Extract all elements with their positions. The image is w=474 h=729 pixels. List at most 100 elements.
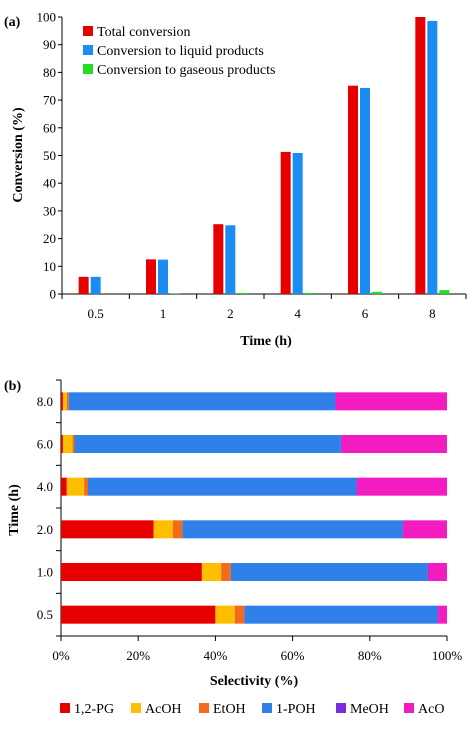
chart-b-legend-swatch (199, 703, 209, 713)
chart-a-bar (78, 276, 89, 294)
chart-a-y-tick-label: 30 (43, 203, 56, 218)
chart-b-legend-label: AcO (418, 702, 444, 717)
chart-b-x-tick-label: 40% (203, 648, 227, 663)
chart-a-legend-label: Total conversion (97, 25, 191, 40)
chart-b-bar-segment (438, 605, 447, 624)
chart-b-y-tick-label: 2.0 (37, 522, 53, 537)
chart-a-bar (427, 20, 438, 295)
chart-b-bar-segment (356, 477, 358, 496)
chart-b-bar-segment (403, 520, 447, 539)
chart-b-selectivity: (b) Time (h) Selectivity (%) 0% 20% 40% 60%… (4, 379, 462, 717)
chart-a-legend-swatch (83, 26, 93, 36)
chart-b-legend-swatch (404, 703, 414, 713)
chart-b-bar-segment (172, 520, 183, 539)
chart-b-legend-swatch (131, 703, 141, 713)
chart-a-x-tick-label: 0.5 (88, 306, 104, 321)
chart-b-bar-segment (66, 477, 85, 496)
chart-a-bar (415, 17, 426, 294)
chart-b-y-axis-title: Time (h) (7, 484, 22, 536)
chart-b-y-tick-label: 0.5 (37, 607, 53, 622)
chart-b-bar-segment (66, 392, 69, 411)
chart-a-conversion: (a) Conversion (%) Time (h) 0 10 20 30 40 50 6… (4, 10, 467, 349)
chart-b-bar-segment (61, 435, 63, 453)
chart-a-bar (225, 225, 236, 294)
chart-a-x-axis-title: Time (h) (240, 334, 292, 349)
chart-b-bar-segment (357, 477, 447, 496)
chart-a-x-tick-label: 1 (160, 306, 167, 321)
chart-b-bar-segment (61, 605, 216, 624)
chart-a-x-tick-label: 8 (429, 306, 436, 321)
chart-b-bar-segment (244, 605, 438, 624)
chart-b-bar-segment (215, 605, 235, 624)
chart-a-y-tick-label: 40 (43, 176, 56, 191)
chart-b-y-tick-label: 1.0 (37, 565, 53, 580)
chart-b-legend-swatch (60, 703, 70, 713)
chart-b-bar-segment (72, 435, 75, 453)
chart-a-bar (304, 292, 315, 294)
chart-a-legend-swatch (83, 45, 93, 55)
chart-b-x-tick-label: 20% (126, 648, 150, 663)
chart-b-x-tick-label: 60% (281, 648, 305, 663)
chart-b-x-tick-label: 0% (52, 648, 70, 663)
chart-b-legend-swatch (336, 703, 346, 713)
chart-b-bar-segment (74, 435, 341, 453)
chart-b-bar-segment (340, 435, 342, 453)
chart-b-bar-segment (335, 392, 447, 411)
chart-b-legend-label: 1-POH (276, 702, 316, 717)
chart-b-bar-segment (62, 392, 67, 411)
chart-b-bar-segment (230, 563, 428, 581)
chart-b-y-tick-label: 8.0 (37, 394, 53, 409)
chart-a-x-tick-label: 4 (294, 306, 301, 321)
chart-a-y-tick-label: 70 (43, 93, 56, 108)
chart-b-y-tick-label: 6.0 (37, 437, 53, 452)
chart-b-bar-segment (437, 605, 439, 624)
chart-b-bar-segment (61, 392, 63, 411)
panel-label-b: (b) (4, 379, 21, 394)
chart-a-bar (213, 224, 224, 294)
chart-b-bar-segment (402, 520, 404, 539)
chart-b-bar-segment (221, 563, 231, 581)
chart-a-bar (280, 151, 291, 294)
chart-b-bar-segment (68, 392, 336, 411)
chart-b-bar-segment (61, 563, 202, 581)
chart-a-y-tick-label: 10 (43, 259, 56, 274)
chart-a-bar (158, 259, 168, 294)
chart-a-y-tick-label: 50 (43, 148, 56, 163)
chart-a-legend-label: Conversion to gaseous products (97, 63, 275, 78)
chart-b-bar-segment (84, 477, 89, 496)
chart-a-bar (348, 85, 358, 294)
chart-a-legend-label: Conversion to liquid products (97, 44, 264, 59)
chart-b-bar-segment (201, 563, 222, 581)
panel-label-a: (a) (4, 15, 21, 30)
chart-b-legend-swatch (262, 703, 272, 713)
chart-a-y-tick-label: 80 (43, 65, 56, 80)
chart-b-legend-label: AcOH (145, 702, 182, 717)
chart-a-bar (439, 290, 450, 294)
chart-a-y-axis-title: Conversion (%) (11, 107, 26, 203)
chart-a-y-tick-label: 0 (50, 287, 57, 302)
chart-b-bar-segment (153, 520, 173, 539)
chart-b-bar-segment (62, 435, 73, 453)
chart-a-x-tick-label: 6 (362, 306, 369, 321)
chart-a-bar (292, 153, 303, 294)
chart-a-bar (372, 291, 382, 294)
chart-a-y-tick-label: 20 (43, 231, 56, 246)
chart-a-x-tick-label: 2 (227, 306, 234, 321)
chart-b-bar-segment (335, 392, 336, 411)
chart-b-bar-segment (234, 605, 245, 624)
chart-b-bar-segment (61, 477, 67, 496)
chart-b-x-tick-label: 100% (432, 648, 463, 663)
chart-b-bar-segment (428, 563, 447, 581)
chart-b-bar-segment (182, 520, 403, 539)
chart-b-bar-segment (341, 435, 447, 453)
chart-a-bar (237, 292, 248, 294)
chart-b-y-tick-label: 4.0 (37, 479, 53, 494)
chart-a-bar (90, 276, 101, 294)
chart-a-y-tick-label: 100 (37, 10, 57, 25)
chart-b-legend-label: 1,2-PG (74, 702, 114, 717)
chart-b-legend-label: MeOH (350, 702, 389, 717)
chart-b-bar-segment (88, 477, 357, 496)
chart-a-y-tick-label: 90 (43, 37, 56, 52)
chart-b-legend-label: EtOH (213, 702, 246, 717)
